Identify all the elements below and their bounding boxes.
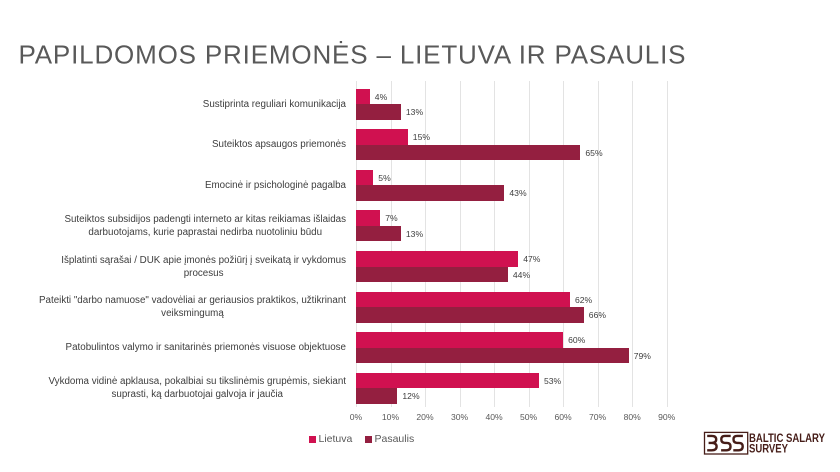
svg-text:PAPILDOMOS PRIEMONĖS – LIETUVA: PAPILDOMOS PRIEMONĖS – LIETUVA IR PASAUL… bbox=[19, 40, 686, 70]
svg-text:BALTIC SALARY: BALTIC SALARY bbox=[749, 433, 825, 445]
svg-text:SURVEY: SURVEY bbox=[749, 444, 788, 456]
